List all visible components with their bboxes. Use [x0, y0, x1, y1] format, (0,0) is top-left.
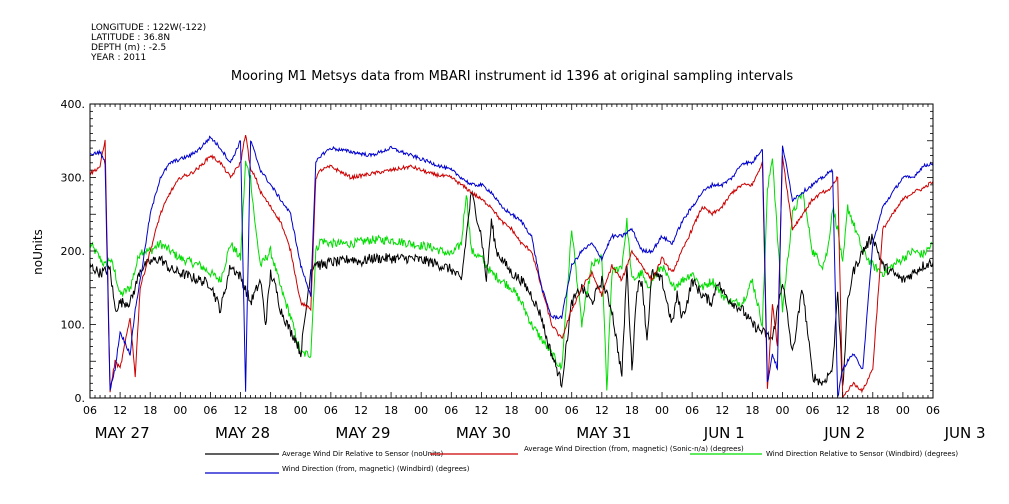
- x-tick-label: 12: [234, 404, 248, 417]
- x-tick-label: 06: [444, 404, 458, 417]
- series-line: [89, 190, 934, 389]
- x-tick-label: 00: [775, 404, 789, 417]
- x-tick-label: 06: [324, 404, 338, 417]
- x-day-label: MAY 27: [95, 424, 150, 442]
- legend-label: Wind Direction (from, magnetic) (Windbir…: [282, 465, 470, 473]
- x-day-label: JUN 3: [944, 424, 986, 442]
- x-tick-label: 00: [294, 404, 308, 417]
- plot-frame: [89, 103, 934, 399]
- x-tick-label: 06: [806, 404, 820, 417]
- x-day-label: JUN 1: [703, 424, 745, 442]
- x-tick-label: 00: [414, 404, 428, 417]
- y-tick-label: 0.: [75, 392, 86, 405]
- legend-label: Wind Direction Relative to Sensor (Windb…: [766, 450, 958, 458]
- longitude-text: LONGITUDE : 122W(-122): [91, 23, 206, 33]
- x-day-label: MAY 30: [456, 424, 511, 442]
- x-tick-label: 18: [264, 404, 278, 417]
- x-tick-label: 06: [83, 404, 97, 417]
- series-line: [89, 135, 934, 397]
- year-text: YEAR : 2011: [90, 53, 146, 63]
- x-day-label: MAY 31: [576, 424, 631, 442]
- legend-label: Average Wind Direction (from, magnetic) …: [524, 445, 744, 453]
- x-tick-label: 18: [384, 404, 398, 417]
- x-day-label: MAY 29: [335, 424, 390, 442]
- x-tick-label: 18: [866, 404, 880, 417]
- x-tick-label: 00: [896, 404, 910, 417]
- latitude-text: LATITUDE : 36.8N: [91, 33, 170, 43]
- x-tick-label: 18: [625, 404, 639, 417]
- x-tick-label: 06: [685, 404, 699, 417]
- x-tick-label: 12: [715, 404, 729, 417]
- legend-label: Average Wind Dir Relative to Sensor (noU…: [282, 450, 443, 458]
- y-tick-label: 300.: [61, 172, 86, 185]
- series-line: [89, 158, 934, 391]
- x-tick-label: 12: [595, 404, 609, 417]
- y-tick-label: 100.: [61, 319, 86, 332]
- x-tick-label: 12: [474, 404, 488, 417]
- series-line: [89, 134, 934, 399]
- x-day-label: JUN 2: [823, 424, 865, 442]
- x-tick-label: 18: [745, 404, 759, 417]
- x-tick-label: 18: [143, 404, 157, 417]
- x-tick-label: 12: [836, 404, 850, 417]
- depth-text: DEPTH (m) : -2.5: [91, 43, 166, 53]
- y-axis-label: noUnits: [31, 229, 45, 275]
- y-tick-label: 200.: [61, 245, 86, 258]
- axes-layer: 06 12 18 00 06 12 18 00 06 12 18 00 06 12 18 00 06 12 18 00…: [61, 98, 986, 442]
- y-tick-label: 400.: [61, 98, 86, 111]
- x-tick-label: 06: [926, 404, 940, 417]
- x-tick-label: 00: [655, 404, 669, 417]
- x-tick-label: 18: [505, 404, 519, 417]
- x-tick-label: 12: [354, 404, 368, 417]
- x-tick-label: 12: [113, 404, 127, 417]
- chart-title: Mooring M1 Metsys data from MBARI instru…: [231, 69, 793, 84]
- x-tick-label: 06: [565, 404, 579, 417]
- x-tick-label: 00: [535, 404, 549, 417]
- x-tick-label: 06: [203, 404, 217, 417]
- series-layer: [89, 134, 934, 399]
- x-day-label: MAY 28: [215, 424, 270, 442]
- x-tick-label: 00: [173, 404, 187, 417]
- legend: Average Wind Dir Relative to Sensor (noU…: [205, 445, 958, 474]
